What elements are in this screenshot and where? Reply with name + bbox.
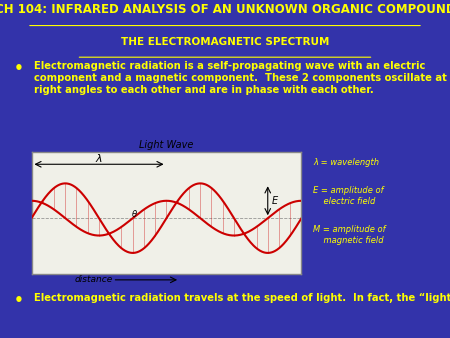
Text: Electromagnetic radiation is a self-propagating wave with an electric component : Electromagnetic radiation is a self-prop… <box>34 62 446 95</box>
Text: •: • <box>14 62 23 76</box>
Text: Light Wave: Light Wave <box>140 140 194 150</box>
Text: E: E <box>272 196 278 206</box>
Text: $\lambda$: $\lambda$ <box>95 152 103 164</box>
Text: •: • <box>14 293 23 308</box>
Text: distance: distance <box>74 275 112 284</box>
Text: $\theta$: $\theta$ <box>130 209 138 219</box>
Text: λ = wavelength: λ = wavelength <box>313 158 379 167</box>
Text: THE ELECTROMAGNETIC SPECTRUM: THE ELECTROMAGNETIC SPECTRUM <box>121 37 329 47</box>
Text: E = amplitude of
    electric field: E = amplitude of electric field <box>313 186 384 206</box>
Text: Electromagnetic radiation travels at the speed of light.  In fact, the “light” i: Electromagnetic radiation travels at the… <box>34 293 450 303</box>
Text: M = amplitude of
    magnetic field: M = amplitude of magnetic field <box>313 225 386 244</box>
Text: CH 104: INFRARED ANALYSIS OF AN UNKNOWN ORGANIC COMPOUND: CH 104: INFRARED ANALYSIS OF AN UNKNOWN … <box>0 3 450 16</box>
